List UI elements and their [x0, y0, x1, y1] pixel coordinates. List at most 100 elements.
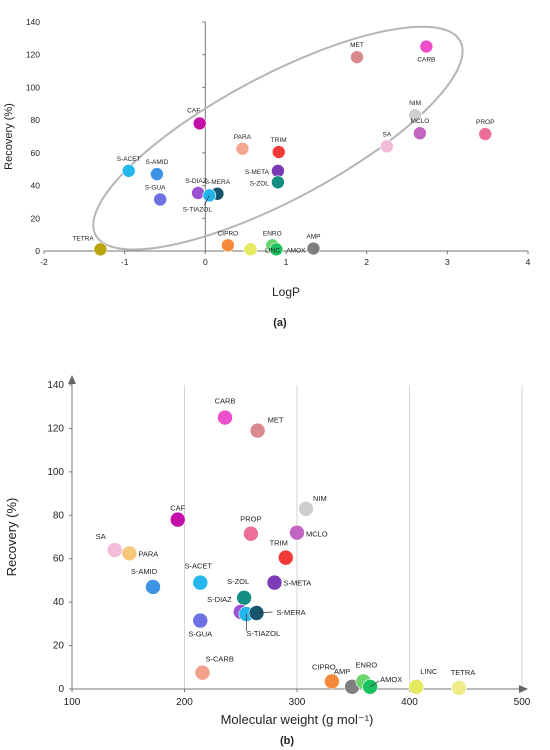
y-tick-label: 20 — [53, 641, 65, 652]
y-tick-label: 120 — [47, 423, 64, 434]
leader-line — [204, 195, 210, 206]
y-tick-label: 100 — [47, 467, 64, 478]
point-label: CAF — [187, 107, 200, 114]
y-tick-label: 140 — [26, 17, 40, 27]
data-point — [235, 141, 250, 156]
data-point — [243, 525, 259, 542]
y-tick-label: 80 — [31, 115, 41, 125]
data-point — [93, 242, 108, 257]
y-tick-label: 100 — [26, 82, 40, 92]
point-label: LINC — [420, 667, 438, 676]
data-point — [217, 409, 233, 426]
x-tick-label: 500 — [514, 697, 531, 708]
point-label: MET — [350, 42, 364, 49]
x-tick-label: -1 — [121, 257, 129, 267]
point-label: MCLO — [411, 118, 430, 125]
point-label: ENRO — [356, 660, 378, 669]
point-label: LINC — [265, 247, 280, 254]
grouping-ellipse — [92, 25, 464, 251]
y-tick-label: 40 — [53, 597, 65, 608]
point-label: CARB — [215, 397, 236, 406]
leader-line — [256, 611, 273, 614]
point-label: NIM — [409, 100, 421, 107]
point-label: CIPRO — [312, 662, 336, 671]
point-label: CAF — [170, 504, 185, 513]
point-label: S-MERA — [205, 179, 231, 186]
x-tick-label: 300 — [289, 697, 306, 708]
data-point — [249, 422, 266, 439]
point-label: S-META — [245, 169, 270, 176]
x-axis-arrow — [519, 685, 528, 693]
y-axis-arrow — [68, 375, 76, 384]
data-point — [324, 673, 340, 690]
point-label: S-ZOL — [250, 180, 270, 187]
point-label: AMOX — [286, 247, 306, 254]
data-point — [192, 612, 209, 629]
data-point — [413, 126, 427, 141]
point-label: S-META — [284, 579, 312, 588]
point-label: MCLO — [306, 530, 328, 539]
point-label: SA — [382, 131, 391, 138]
x-tick-label: 3 — [445, 257, 450, 267]
data-point — [408, 108, 422, 123]
x-tick-label: 2 — [364, 257, 369, 267]
y-tick-label: 120 — [26, 50, 40, 60]
data-point — [121, 164, 136, 178]
point-label: CARB — [417, 57, 435, 64]
point-label: AMOX — [380, 675, 402, 684]
point-label: ENRO — [263, 230, 282, 237]
data-point — [121, 545, 138, 562]
chart-panel-a: -2 -1 0 1 2 3 4020406080100120140LogPRecovery … — [3, 17, 531, 329]
y-tick-label: 0 — [35, 246, 40, 256]
y-tick-label: 0 — [58, 684, 64, 695]
y-tick-label: 40 — [31, 181, 41, 191]
point-label: S-TIAZOL — [246, 629, 280, 638]
point-label: S-AMID — [131, 567, 158, 576]
x-tick-label: 400 — [401, 697, 418, 708]
data-point — [153, 192, 167, 207]
point-label: PARA — [234, 134, 252, 141]
data-point — [350, 50, 364, 64]
x-axis-title: Molecular weight (g mol⁻¹) — [221, 712, 374, 727]
point-label: S-CARB — [206, 655, 234, 664]
point-label: S-ZOL — [227, 577, 249, 586]
point-label: MET — [268, 416, 284, 425]
point-label: PROP — [240, 515, 261, 524]
data-point — [191, 186, 205, 200]
point-label: NIM — [313, 494, 327, 503]
data-point — [106, 542, 123, 558]
data-point — [277, 549, 294, 566]
data-point — [271, 164, 285, 178]
point-label: S-ACET — [184, 562, 212, 571]
point-label: TRIM — [270, 539, 288, 548]
point-label: TRIM — [271, 137, 287, 144]
data-point — [269, 242, 284, 257]
point-label: AMP — [334, 667, 350, 676]
x-tick-label: 0 — [203, 257, 208, 267]
data-point — [236, 589, 252, 606]
y-tick-label: 60 — [53, 554, 65, 565]
data-point — [145, 579, 161, 595]
data-point — [192, 574, 209, 591]
chart-panel-b: 100 200 300 400 500 0 20 40 60 80 100 120 140 Molecul… — [4, 375, 531, 747]
point-label: AMP — [306, 234, 320, 241]
data-point — [150, 167, 164, 181]
data-point — [408, 679, 425, 695]
data-point — [271, 175, 285, 190]
data-point — [169, 511, 186, 528]
point-label: S-ACET — [117, 156, 141, 163]
point-label: S-MERA — [277, 608, 306, 617]
data-point — [221, 238, 235, 253]
point-label: S-DIAZ — [207, 595, 232, 604]
data-point — [192, 116, 207, 131]
data-point — [306, 241, 321, 256]
data-point — [478, 127, 493, 141]
x-tick-label: 100 — [64, 697, 81, 708]
y-axis-title: Recovery (%) — [3, 103, 15, 170]
y-axis-title: Recovery (%) — [4, 498, 19, 577]
point-label: TETRA — [72, 235, 94, 242]
data-point — [243, 242, 258, 257]
data-point — [380, 139, 394, 154]
data-point — [194, 664, 211, 681]
